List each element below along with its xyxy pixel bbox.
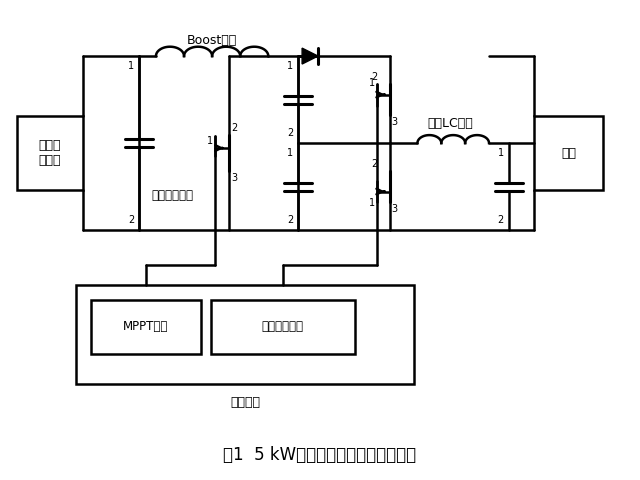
Text: 电网: 电网: [561, 146, 576, 159]
Text: 3: 3: [232, 173, 237, 183]
Text: 1: 1: [287, 61, 293, 71]
Bar: [92, 300, 201, 354]
Text: 2: 2: [372, 72, 378, 82]
Text: 2: 2: [498, 215, 504, 225]
Text: 1: 1: [287, 148, 293, 158]
Text: 电池滤波电容: 电池滤波电容: [151, 189, 193, 202]
Bar: [17, 116, 83, 190]
Text: 2: 2: [128, 215, 134, 225]
Text: 图1  5 kW光伏并网逆变器系统结构图: 图1 5 kW光伏并网逆变器系统结构图: [223, 446, 417, 464]
Text: 2: 2: [232, 123, 238, 133]
Text: 1: 1: [128, 61, 134, 71]
Text: 1: 1: [369, 78, 374, 88]
Text: MPPT控制: MPPT控制: [124, 321, 169, 334]
Bar: [76, 285, 415, 384]
Text: 2: 2: [287, 128, 293, 138]
Polygon shape: [302, 48, 318, 64]
Text: 3: 3: [392, 204, 397, 215]
Text: 半桥逆变控制: 半桥逆变控制: [262, 321, 304, 334]
Text: 2: 2: [372, 159, 378, 168]
Text: 输出LC滤波: 输出LC滤波: [428, 117, 473, 130]
Text: 1: 1: [369, 198, 374, 208]
Text: Boost电感: Boost电感: [187, 34, 237, 47]
Text: 2: 2: [287, 215, 293, 225]
Text: 控制芯片: 控制芯片: [230, 396, 260, 409]
Bar: [534, 116, 604, 190]
Text: 1: 1: [498, 148, 504, 158]
Text: 太阳能
电池板: 太阳能 电池板: [39, 139, 61, 167]
Text: 1: 1: [207, 136, 212, 146]
Bar: [211, 300, 355, 354]
Text: 3: 3: [392, 118, 397, 128]
